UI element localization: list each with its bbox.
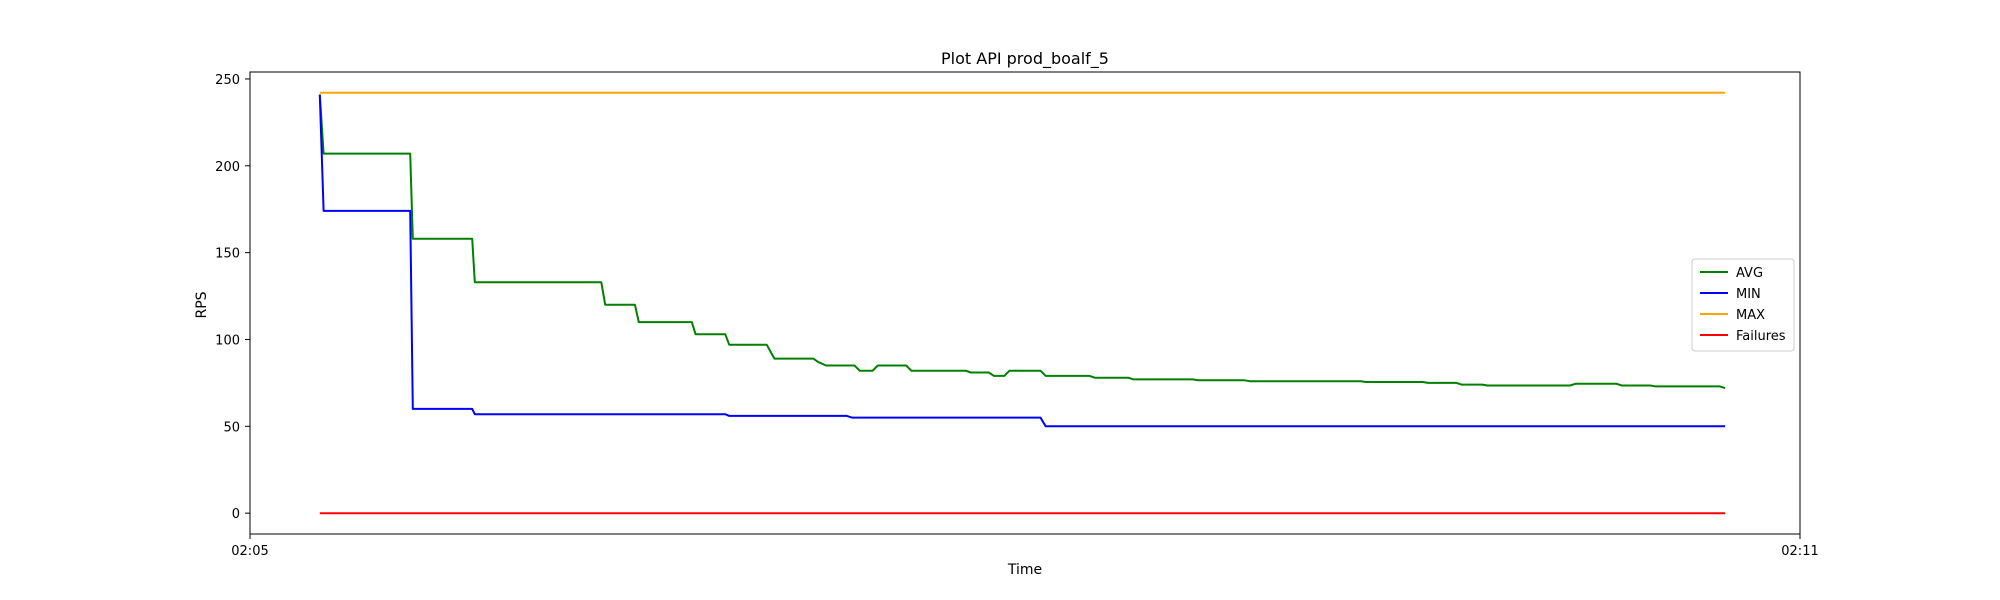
y-tick-label: 200 <box>215 160 240 175</box>
legend-label-max: MAX <box>1736 308 1765 323</box>
y-axis-label: RPS <box>194 291 210 318</box>
legend: AVG MIN MAX Failures <box>1691 258 1795 352</box>
y-tick-label: 100 <box>215 333 240 348</box>
chart-title: Plot API prod_boalf_5 <box>941 49 1109 69</box>
x-axis-label: Time <box>1007 562 1042 578</box>
legend-box <box>1691 258 1795 352</box>
x-tick-label: 02:11 <box>1781 544 1818 559</box>
y-tick-label: 250 <box>215 73 240 88</box>
plot-area <box>318 91 1726 515</box>
axis-ticks: 0 50 100 150 200 250 02:05 02:11 <box>215 73 1819 559</box>
legend-label-min: MIN <box>1736 287 1761 302</box>
y-tick-label: 50 <box>223 420 240 435</box>
y-tick-label: 150 <box>215 247 240 262</box>
y-tick-label: 0 <box>232 507 240 522</box>
legend-label-failures: Failures <box>1736 329 1786 344</box>
plot-frame <box>249 71 1801 535</box>
legend-label-avg: AVG <box>1736 266 1763 281</box>
x-tick-label: 02:05 <box>231 544 268 559</box>
series-line-avg <box>318 94 1726 390</box>
series-line-min <box>318 94 1726 428</box>
